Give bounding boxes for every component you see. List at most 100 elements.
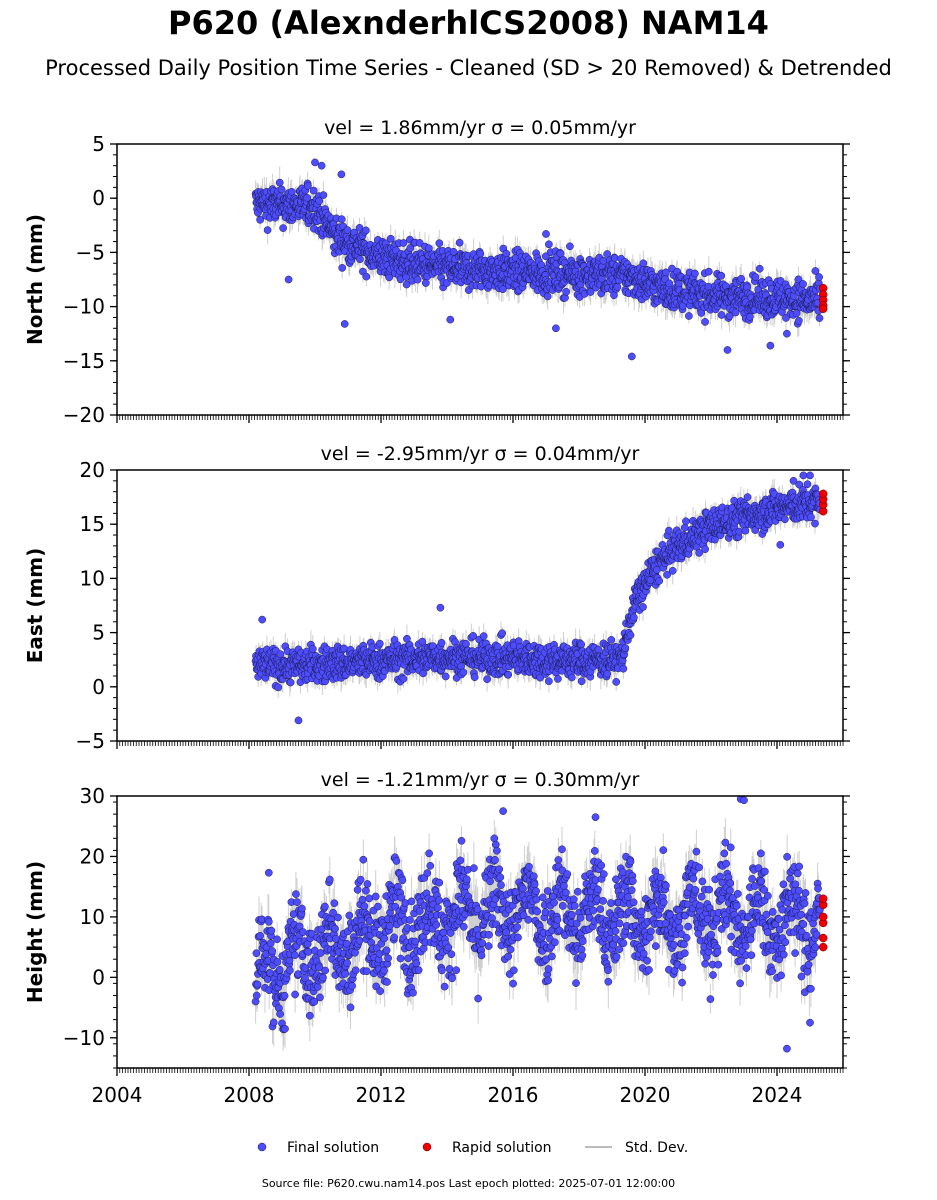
final-point (455, 238, 464, 247)
final-point (406, 916, 414, 924)
final-point (337, 170, 346, 179)
y-tick-label: −15 (63, 349, 105, 373)
final-point (485, 930, 493, 939)
final-point (717, 271, 726, 280)
final-point (425, 849, 433, 858)
final-point (669, 940, 678, 949)
final-point (456, 856, 465, 865)
final-point (766, 341, 775, 350)
final-point (359, 855, 368, 864)
final-point (689, 874, 698, 883)
final-point (506, 945, 515, 954)
final-point (285, 956, 294, 965)
final-point (532, 895, 541, 904)
final-point (637, 907, 646, 916)
final-point (321, 966, 330, 975)
final-point (438, 966, 446, 975)
final-point (569, 895, 578, 904)
final-point (806, 471, 814, 480)
final-point (355, 936, 364, 945)
final-point (486, 877, 494, 886)
final-point (717, 311, 726, 319)
final-point (483, 675, 491, 684)
final-point (414, 966, 423, 974)
final-point (815, 314, 824, 322)
final-point (499, 285, 507, 294)
final-point (376, 987, 385, 995)
final-point (441, 672, 450, 681)
y-tick-label: 0 (92, 186, 105, 210)
final-point (421, 279, 430, 287)
final-point (269, 1018, 278, 1027)
final-point (578, 937, 587, 946)
final-point (435, 878, 444, 887)
final-point (252, 949, 261, 958)
final-point (331, 924, 339, 933)
final-point (553, 915, 562, 924)
final-point (281, 1024, 289, 1033)
final-point (639, 603, 647, 611)
final-point (365, 894, 374, 903)
final-point (279, 224, 287, 232)
plot-area (251, 158, 828, 361)
final-point (290, 951, 299, 960)
final-point (538, 893, 547, 902)
y-tick-label: −5 (76, 729, 105, 753)
final-point (448, 974, 456, 983)
final-point (639, 259, 648, 268)
final-point (292, 890, 300, 898)
final-point (628, 877, 637, 885)
final-point (299, 928, 307, 936)
final-point (399, 239, 408, 247)
final-point (319, 191, 328, 199)
final-point (380, 966, 388, 975)
final-point (294, 716, 303, 725)
plot-area (251, 471, 828, 725)
final-point (621, 644, 630, 652)
panel-title: vel = -1.21mm/yr σ = 0.30mm/yr (321, 769, 640, 791)
final-point (258, 615, 267, 624)
final-point (363, 880, 372, 888)
final-point (462, 640, 470, 648)
final-point (412, 959, 421, 968)
final-point (705, 885, 714, 894)
y-tick-label: −20 (63, 403, 105, 427)
final-point (353, 885, 362, 894)
final-point (572, 979, 580, 987)
final-point (504, 670, 513, 679)
final-point (781, 515, 789, 524)
final-point (544, 965, 553, 973)
final-point (525, 862, 533, 871)
final-point (267, 926, 276, 935)
final-point (713, 948, 722, 956)
panel-east: vel = -2.95mm/yr σ = 0.04mm/yr East (mm) 2… (23, 443, 850, 753)
final-point (615, 945, 624, 954)
final-point (321, 902, 329, 911)
final-point (612, 678, 621, 686)
final-point (340, 320, 349, 328)
final-point (551, 938, 559, 947)
final-point (542, 230, 550, 238)
final-point (675, 923, 684, 932)
final-point (626, 631, 635, 640)
final-point (599, 897, 607, 905)
final-point (794, 316, 803, 325)
final-point (493, 846, 501, 855)
final-point (514, 933, 522, 942)
final-point (597, 861, 606, 870)
final-point (275, 965, 284, 974)
final-point (613, 283, 622, 291)
y-tick-label: −10 (63, 295, 105, 319)
final-point (731, 308, 740, 317)
final-point (811, 519, 819, 528)
final-point (268, 947, 277, 955)
final-point (362, 967, 371, 976)
final-point (692, 847, 701, 856)
final-point (578, 951, 587, 960)
final-point (385, 922, 394, 930)
final-point (562, 287, 571, 296)
final-point (445, 965, 454, 973)
final-point (284, 275, 293, 284)
final-point (398, 876, 407, 885)
final-point (599, 256, 608, 265)
